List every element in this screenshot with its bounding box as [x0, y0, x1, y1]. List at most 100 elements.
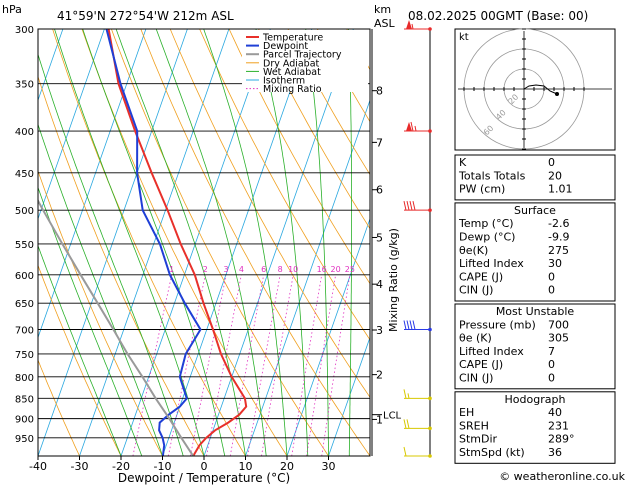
km-axis: 8 7 6 5 4 3 2 1 LCL	[372, 85, 402, 426]
hodograph-table-row-label: StmSpd (kt)	[459, 446, 525, 459]
indices-table-row-value: 20	[548, 169, 562, 182]
pressure-tick-label: 400	[15, 127, 34, 138]
sounding-series	[38, 29, 248, 456]
km-tick-label: 2	[376, 369, 383, 382]
legend-entry: Temperature	[262, 33, 323, 44]
surface-table-row-label: θe(K)	[459, 244, 488, 257]
surface-table-row-value: -2.6	[548, 217, 569, 230]
indices-table-row-label: Totals Totals	[458, 169, 526, 182]
wind-barb	[403, 320, 432, 332]
km-tick-label: 6	[376, 184, 383, 197]
legend-entry: Wet Adiabat	[263, 67, 321, 78]
hodograph-unit: kt	[459, 32, 469, 43]
mixing-ratio-label: 25	[345, 265, 355, 274]
isotherm-lines	[38, 29, 370, 456]
barb-base	[428, 327, 432, 332]
wet-adiabat-line	[82, 29, 226, 456]
km-tick-label: 1	[376, 413, 383, 426]
wet-adiabat-line	[38, 53, 184, 456]
isotherm-line	[162, 29, 313, 456]
surface-table-row-value: 275	[548, 244, 569, 257]
dewpoint-line	[105, 29, 202, 456]
hodograph-table-frame	[454, 391, 616, 464]
x-axis-label: Dewpoint / Temperature (°C)	[118, 471, 290, 485]
pressure-tick-label: 750	[15, 350, 34, 361]
mixing-ratio-line	[132, 274, 173, 456]
km-tick-label: 8	[376, 85, 383, 98]
x-tick-label: 20	[280, 460, 294, 473]
mixing-ratio-line	[168, 274, 206, 456]
pressure-tick-label: 600	[15, 271, 34, 282]
barb-flag	[406, 419, 410, 429]
wet-adiabat-line	[155, 29, 267, 456]
pressure-tick-label: 550	[15, 240, 34, 251]
most-unstable-table-row-value: 0	[548, 372, 555, 385]
barb-flag	[409, 201, 413, 211]
legend-background	[242, 30, 368, 92]
mixing-ratio-label: 16	[317, 265, 327, 274]
x-tick-label: -40	[29, 460, 47, 473]
barb-flag	[403, 320, 407, 330]
indices-table-row-value: 0	[548, 156, 555, 169]
x-tick-label: 0	[201, 460, 208, 473]
surface-table-title: Surface	[514, 204, 556, 217]
hodograph-table-title: Hodograph	[505, 393, 566, 406]
hodograph-table-row-value: 231	[548, 419, 569, 432]
surface-table-row-label: CIN (J)	[459, 284, 493, 297]
barb-flag	[412, 320, 416, 330]
surface-table-row-label: Dewp (°C)	[459, 231, 515, 244]
mixing-ratio-label: 3	[224, 265, 229, 274]
surface-table-frame	[454, 202, 616, 302]
pressure-tick-label: 850	[15, 394, 34, 405]
mixing-ratio-axis-label: Mixing Ratio (g/kg)	[387, 228, 400, 332]
parcel-trajectory-line	[38, 198, 195, 456]
indices-table-frame	[454, 154, 616, 201]
mixing-ratio-label: 10	[288, 265, 298, 274]
pressure-tick-label: 650	[15, 299, 34, 310]
barb-base	[428, 129, 432, 133]
location-label: 41°59'N 272°54'W 212m ASL	[57, 9, 234, 23]
asl-unit-label: ASL	[374, 17, 396, 30]
barb-flag	[412, 201, 416, 211]
isotherm-line	[245, 98, 370, 456]
mixing-ratio-line	[190, 274, 227, 456]
pressure-axis: 300 350 400 450 500 550 600 650 700 750 800 850 900 9…	[15, 25, 34, 445]
x-tick-label: 30	[322, 460, 336, 473]
most-unstable-table-row-label: θe (K)	[459, 332, 492, 345]
most-unstable-table-row-value: 305	[548, 332, 569, 345]
mixing-ratio-label: 20	[331, 265, 341, 274]
barb-flag	[403, 201, 407, 211]
isotherm-line	[286, 217, 370, 456]
barb-flag	[403, 446, 407, 457]
barb-base	[428, 454, 432, 458]
barb-half-flag	[411, 23, 414, 30]
barb-base	[428, 208, 432, 212]
dry-adiabat-line	[258, 29, 370, 230]
footer-credit: © weatheronline.co.uk	[499, 470, 625, 483]
mixing-ratio-label: 1	[169, 265, 174, 274]
lcl-label: LCL	[383, 411, 402, 422]
isotherm-line	[120, 29, 271, 456]
indices-table: K 0 Totals Totals 20 PW (cm) 1.01	[454, 154, 616, 201]
barb-base	[428, 396, 432, 401]
pressure-tick-label: 350	[15, 80, 34, 91]
mixing-ratio-line	[206, 274, 242, 456]
hodograph-table-row-label: SREH	[459, 419, 489, 432]
most-unstable-table-row-value: 0	[548, 358, 555, 371]
most-unstable-table-row-value: 700	[548, 318, 569, 331]
surface-table-row-value: 0	[548, 270, 555, 283]
datetime-label: 08.02.2025 00GMT (Base: 00)	[408, 9, 588, 23]
isotherm-line	[38, 29, 188, 456]
km-tick-label: 3	[376, 324, 383, 337]
hodograph-table-row-label: EH	[459, 406, 474, 419]
barb-half-flag	[407, 393, 410, 399]
wet-adiabat-lines	[38, 29, 370, 456]
mixing-ratio-label: 6	[261, 265, 266, 274]
surface-table-row-value: 0	[548, 284, 555, 297]
dry-adiabat-line	[38, 359, 80, 456]
barb-base	[428, 27, 432, 31]
hpa-unit-label: hPa	[2, 3, 22, 16]
legend-entry: Mixing Ratio	[263, 84, 322, 95]
